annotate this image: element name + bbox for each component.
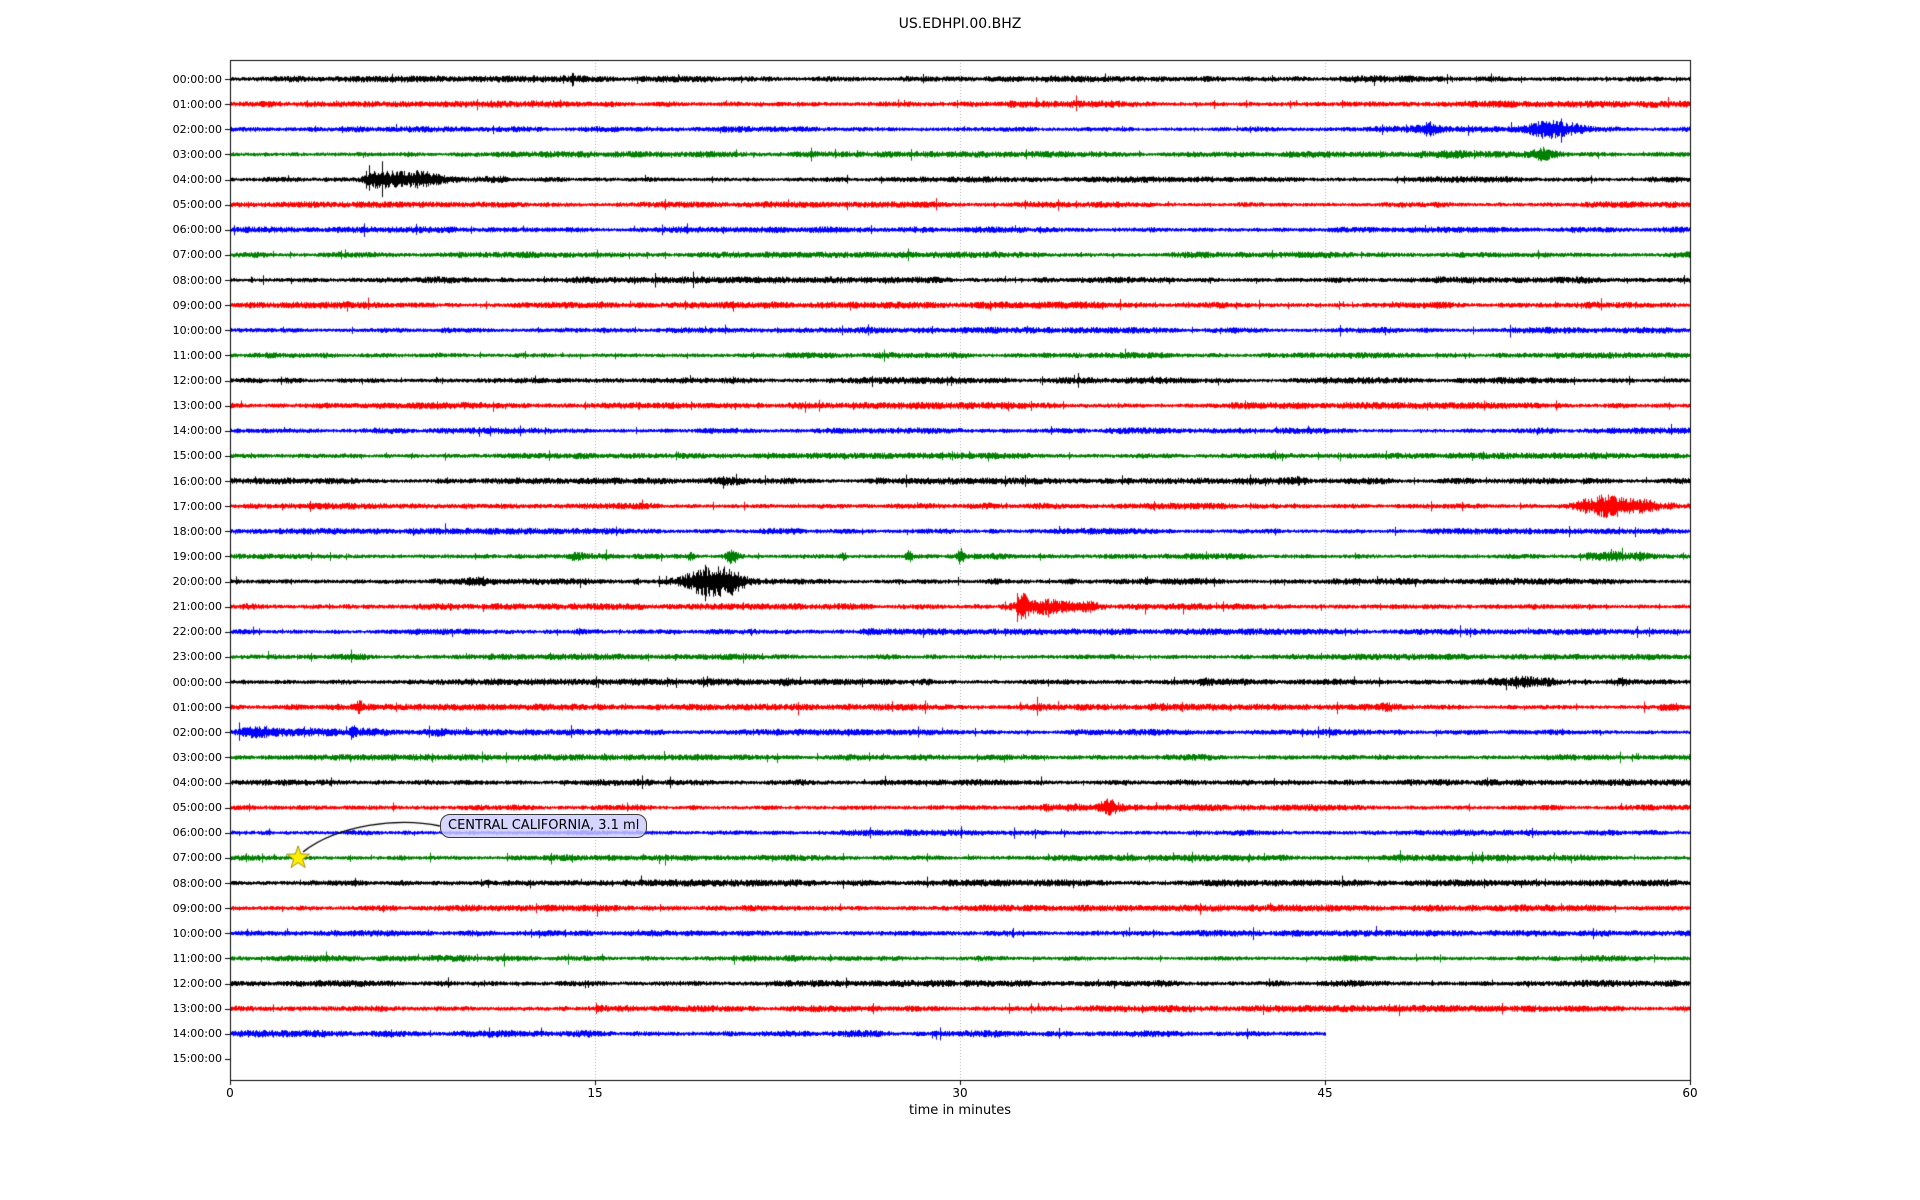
y-axis-label: 21:00:00	[172, 600, 222, 614]
y-axis-label: 09:00:00	[172, 901, 222, 915]
y-axis-label: 14:00:00	[172, 1027, 222, 1041]
event-annotation-label: CENTRAL CALIFORNIA, 3.1 ml	[448, 818, 640, 833]
y-axis-label: 01:00:00	[172, 97, 222, 111]
x-axis-label: 45	[1317, 1086, 1333, 1100]
y-axis-label: 10:00:00	[172, 926, 222, 940]
y-axis-label: 08:00:00	[172, 273, 222, 287]
y-axis-label: 12:00:00	[172, 977, 222, 990]
y-axis-label: 11:00:00	[172, 951, 222, 965]
y-axis-label: 00:00:00	[172, 675, 222, 689]
x-axis-label: 0	[226, 1086, 234, 1100]
y-axis-label: 05:00:00	[172, 198, 222, 212]
y-axis-label: 19:00:00	[172, 549, 222, 563]
x-axis-title: time in minutes	[908, 1103, 1012, 1118]
y-axis-label: 07:00:00	[172, 851, 222, 865]
y-axis-label: 13:00:00	[172, 399, 222, 413]
y-axis-label: 15:00:00	[172, 1052, 222, 1066]
y-axis-label: 02:00:00	[172, 725, 222, 739]
y-axis-label: 23:00:00	[172, 650, 222, 664]
y-axis-label: 08:00:00	[172, 876, 222, 890]
x-axis-label: 15	[587, 1086, 603, 1100]
y-axis-label: 10:00:00	[172, 323, 222, 337]
y-axis-label: 01:00:00	[172, 700, 222, 714]
event-annotation-box: CENTRAL CALIFORNIA, 3.1 ml	[440, 814, 648, 838]
y-axis-label: 17:00:00	[172, 499, 222, 513]
y-axis-label: 22:00:00	[172, 625, 222, 639]
y-axis-label: 04:00:00	[172, 776, 222, 789]
y-axis-label: 14:00:00	[172, 424, 222, 438]
y-axis-label: 05:00:00	[172, 801, 222, 815]
y-axis-label: 13:00:00	[172, 1002, 222, 1016]
y-axis-label: 03:00:00	[172, 750, 222, 764]
y-axis-label: 18:00:00	[172, 524, 222, 538]
y-axis-label: 16:00:00	[172, 474, 222, 488]
y-axis-label: 06:00:00	[172, 223, 222, 237]
y-axis-label: 20:00:00	[172, 575, 222, 588]
y-axis-label: 09:00:00	[172, 298, 222, 312]
page-title: US.EDHPI.00.BHZ	[898, 16, 1022, 32]
y-axis-label: 12:00:00	[172, 374, 222, 387]
y-axis-label: 02:00:00	[172, 122, 222, 136]
y-axis-label: 11:00:00	[172, 348, 222, 362]
y-axis-label: 07:00:00	[172, 248, 222, 262]
y-axis-label: 00:00:00	[172, 72, 222, 86]
y-axis-label: 06:00:00	[172, 826, 222, 840]
y-axis-label: 03:00:00	[172, 147, 222, 161]
x-axis-label: 30	[952, 1086, 968, 1100]
x-axis-label: 60	[1682, 1086, 1698, 1100]
y-axis-label: 04:00:00	[172, 173, 222, 186]
y-axis-label: 15:00:00	[172, 449, 222, 463]
